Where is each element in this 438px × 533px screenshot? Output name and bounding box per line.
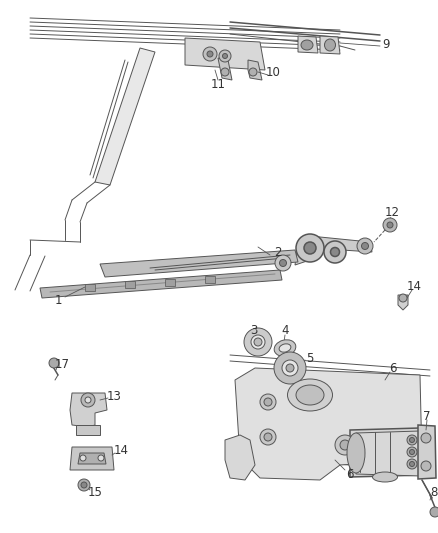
Polygon shape xyxy=(310,236,372,252)
Ellipse shape xyxy=(296,385,324,405)
Circle shape xyxy=(81,393,95,407)
Circle shape xyxy=(264,398,272,406)
Circle shape xyxy=(296,234,324,262)
Text: 14: 14 xyxy=(113,445,128,457)
Polygon shape xyxy=(235,368,422,480)
Circle shape xyxy=(81,482,87,488)
Circle shape xyxy=(249,68,257,76)
Polygon shape xyxy=(418,425,436,479)
Circle shape xyxy=(430,507,438,517)
Ellipse shape xyxy=(347,433,365,473)
Circle shape xyxy=(274,352,306,384)
Polygon shape xyxy=(218,58,232,80)
Circle shape xyxy=(407,435,417,445)
Text: 2: 2 xyxy=(274,246,282,259)
Circle shape xyxy=(207,51,213,57)
Polygon shape xyxy=(356,431,420,476)
Circle shape xyxy=(223,53,227,59)
Text: 15: 15 xyxy=(88,487,102,499)
Polygon shape xyxy=(85,284,95,290)
Polygon shape xyxy=(298,36,318,53)
Polygon shape xyxy=(320,36,340,54)
Circle shape xyxy=(282,360,298,376)
Polygon shape xyxy=(185,38,265,70)
Circle shape xyxy=(78,479,90,491)
Circle shape xyxy=(361,243,368,249)
Polygon shape xyxy=(40,270,282,298)
Text: 1: 1 xyxy=(54,294,62,306)
Circle shape xyxy=(286,364,294,372)
Text: 5: 5 xyxy=(306,351,314,365)
Ellipse shape xyxy=(274,340,296,356)
Circle shape xyxy=(304,242,316,254)
Circle shape xyxy=(410,438,414,442)
Polygon shape xyxy=(95,48,155,185)
Polygon shape xyxy=(295,235,310,265)
Circle shape xyxy=(410,462,414,466)
Circle shape xyxy=(260,394,276,410)
Ellipse shape xyxy=(279,344,291,352)
Text: 7: 7 xyxy=(423,409,431,423)
Circle shape xyxy=(85,397,91,403)
Circle shape xyxy=(357,238,373,254)
Circle shape xyxy=(421,433,431,443)
Circle shape xyxy=(244,328,272,356)
Circle shape xyxy=(324,241,346,263)
Polygon shape xyxy=(398,295,408,310)
Polygon shape xyxy=(76,425,100,435)
Text: 6: 6 xyxy=(346,467,354,481)
Ellipse shape xyxy=(372,472,398,482)
Text: 11: 11 xyxy=(211,77,226,91)
Circle shape xyxy=(335,435,355,455)
Circle shape xyxy=(399,294,407,302)
Circle shape xyxy=(275,255,291,271)
Polygon shape xyxy=(70,393,107,427)
Circle shape xyxy=(407,459,417,469)
Polygon shape xyxy=(70,447,114,470)
Polygon shape xyxy=(125,281,135,288)
Text: 8: 8 xyxy=(430,486,438,498)
Circle shape xyxy=(340,440,350,450)
Polygon shape xyxy=(205,276,215,283)
Ellipse shape xyxy=(301,40,313,50)
Circle shape xyxy=(383,218,397,232)
Text: 4: 4 xyxy=(281,324,289,336)
Circle shape xyxy=(407,447,417,457)
Text: 9: 9 xyxy=(382,37,390,51)
Polygon shape xyxy=(100,250,298,277)
Circle shape xyxy=(387,222,393,228)
Text: 6: 6 xyxy=(389,361,397,375)
Ellipse shape xyxy=(325,39,336,51)
Circle shape xyxy=(203,47,217,61)
Circle shape xyxy=(260,429,276,445)
Circle shape xyxy=(279,260,286,266)
Text: 14: 14 xyxy=(406,280,421,294)
Text: 10: 10 xyxy=(265,66,280,78)
Polygon shape xyxy=(225,435,255,480)
Circle shape xyxy=(254,338,262,346)
Circle shape xyxy=(49,358,59,368)
Circle shape xyxy=(219,50,231,62)
Polygon shape xyxy=(248,60,262,80)
Text: 13: 13 xyxy=(106,390,121,402)
Polygon shape xyxy=(78,453,106,464)
Text: 17: 17 xyxy=(54,358,70,370)
Text: 12: 12 xyxy=(385,206,399,220)
Circle shape xyxy=(251,335,265,349)
Ellipse shape xyxy=(287,379,332,411)
Circle shape xyxy=(80,455,86,461)
Circle shape xyxy=(410,449,414,455)
Circle shape xyxy=(221,68,229,76)
Polygon shape xyxy=(350,428,424,477)
Polygon shape xyxy=(165,279,175,286)
Circle shape xyxy=(421,461,431,471)
Circle shape xyxy=(98,455,104,461)
Circle shape xyxy=(331,247,339,256)
Text: 3: 3 xyxy=(250,324,258,336)
Circle shape xyxy=(264,433,272,441)
